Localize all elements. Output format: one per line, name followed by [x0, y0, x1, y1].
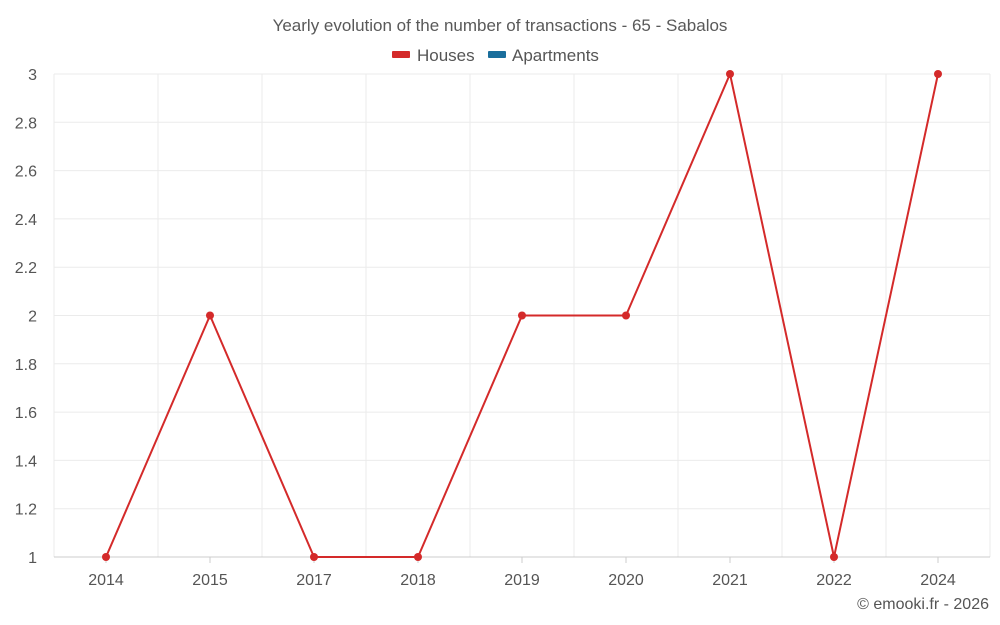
y-tick-label: 1.8	[15, 357, 37, 374]
series-layer	[102, 70, 942, 561]
data-point-houses[interactable]	[414, 553, 422, 561]
legend-swatch-houses	[392, 51, 410, 58]
y-tick-label: 2.2	[15, 260, 37, 277]
x-tick-label: 2024	[920, 572, 956, 589]
y-tick-label: 1.6	[15, 405, 37, 422]
x-tick-label: 2019	[504, 572, 540, 589]
y-tick-label: 1.2	[15, 502, 37, 519]
x-tick-label: 2015	[192, 572, 228, 589]
y-tick-label: 2.4	[15, 212, 37, 229]
y-tick-label: 1.4	[15, 453, 37, 470]
legend-label-apartments: Apartments	[512, 46, 599, 65]
data-point-houses[interactable]	[206, 311, 214, 320]
data-point-houses[interactable]	[934, 70, 942, 78]
x-tick-label: 2021	[712, 572, 748, 589]
legend-item-apartments[interactable]: Apartments	[488, 46, 599, 65]
chart-title: Yearly evolution of the number of transa…	[273, 16, 728, 35]
legend-label-houses: Houses	[417, 46, 475, 65]
credit-text: © emooki.fr - 2026	[857, 596, 989, 613]
x-axis: 2014 2015 2017 2018 2019 2020 2021 2022 2024	[54, 556, 990, 589]
x-tick-label: 2020	[608, 572, 644, 589]
y-tick-label: 1	[28, 550, 37, 567]
x-tick-label: 2017	[296, 572, 332, 589]
data-point-houses[interactable]	[102, 553, 110, 561]
y-tick-label: 2	[28, 309, 37, 326]
legend-swatch-apartments	[488, 51, 506, 58]
data-point-houses[interactable]	[518, 311, 526, 320]
legend: Houses Apartments	[392, 46, 599, 65]
y-tick-label: 2.6	[15, 164, 37, 181]
y-tick-label: 3	[28, 67, 37, 84]
data-point-houses[interactable]	[726, 70, 734, 78]
y-tick-label: 2.8	[15, 115, 37, 132]
x-tick-label: 2018	[400, 572, 436, 589]
data-point-houses[interactable]	[310, 553, 318, 561]
data-point-houses[interactable]	[622, 311, 630, 320]
x-tick-label: 2022	[816, 572, 852, 589]
x-tick-label: 2014	[88, 572, 124, 589]
data-point-houses[interactable]	[830, 553, 838, 561]
y-axis: 1 1.2 1.4 1.6 1.8 2 2.2 2.4 2.6 2.8 3	[15, 67, 37, 567]
legend-item-houses[interactable]: Houses	[392, 46, 475, 65]
